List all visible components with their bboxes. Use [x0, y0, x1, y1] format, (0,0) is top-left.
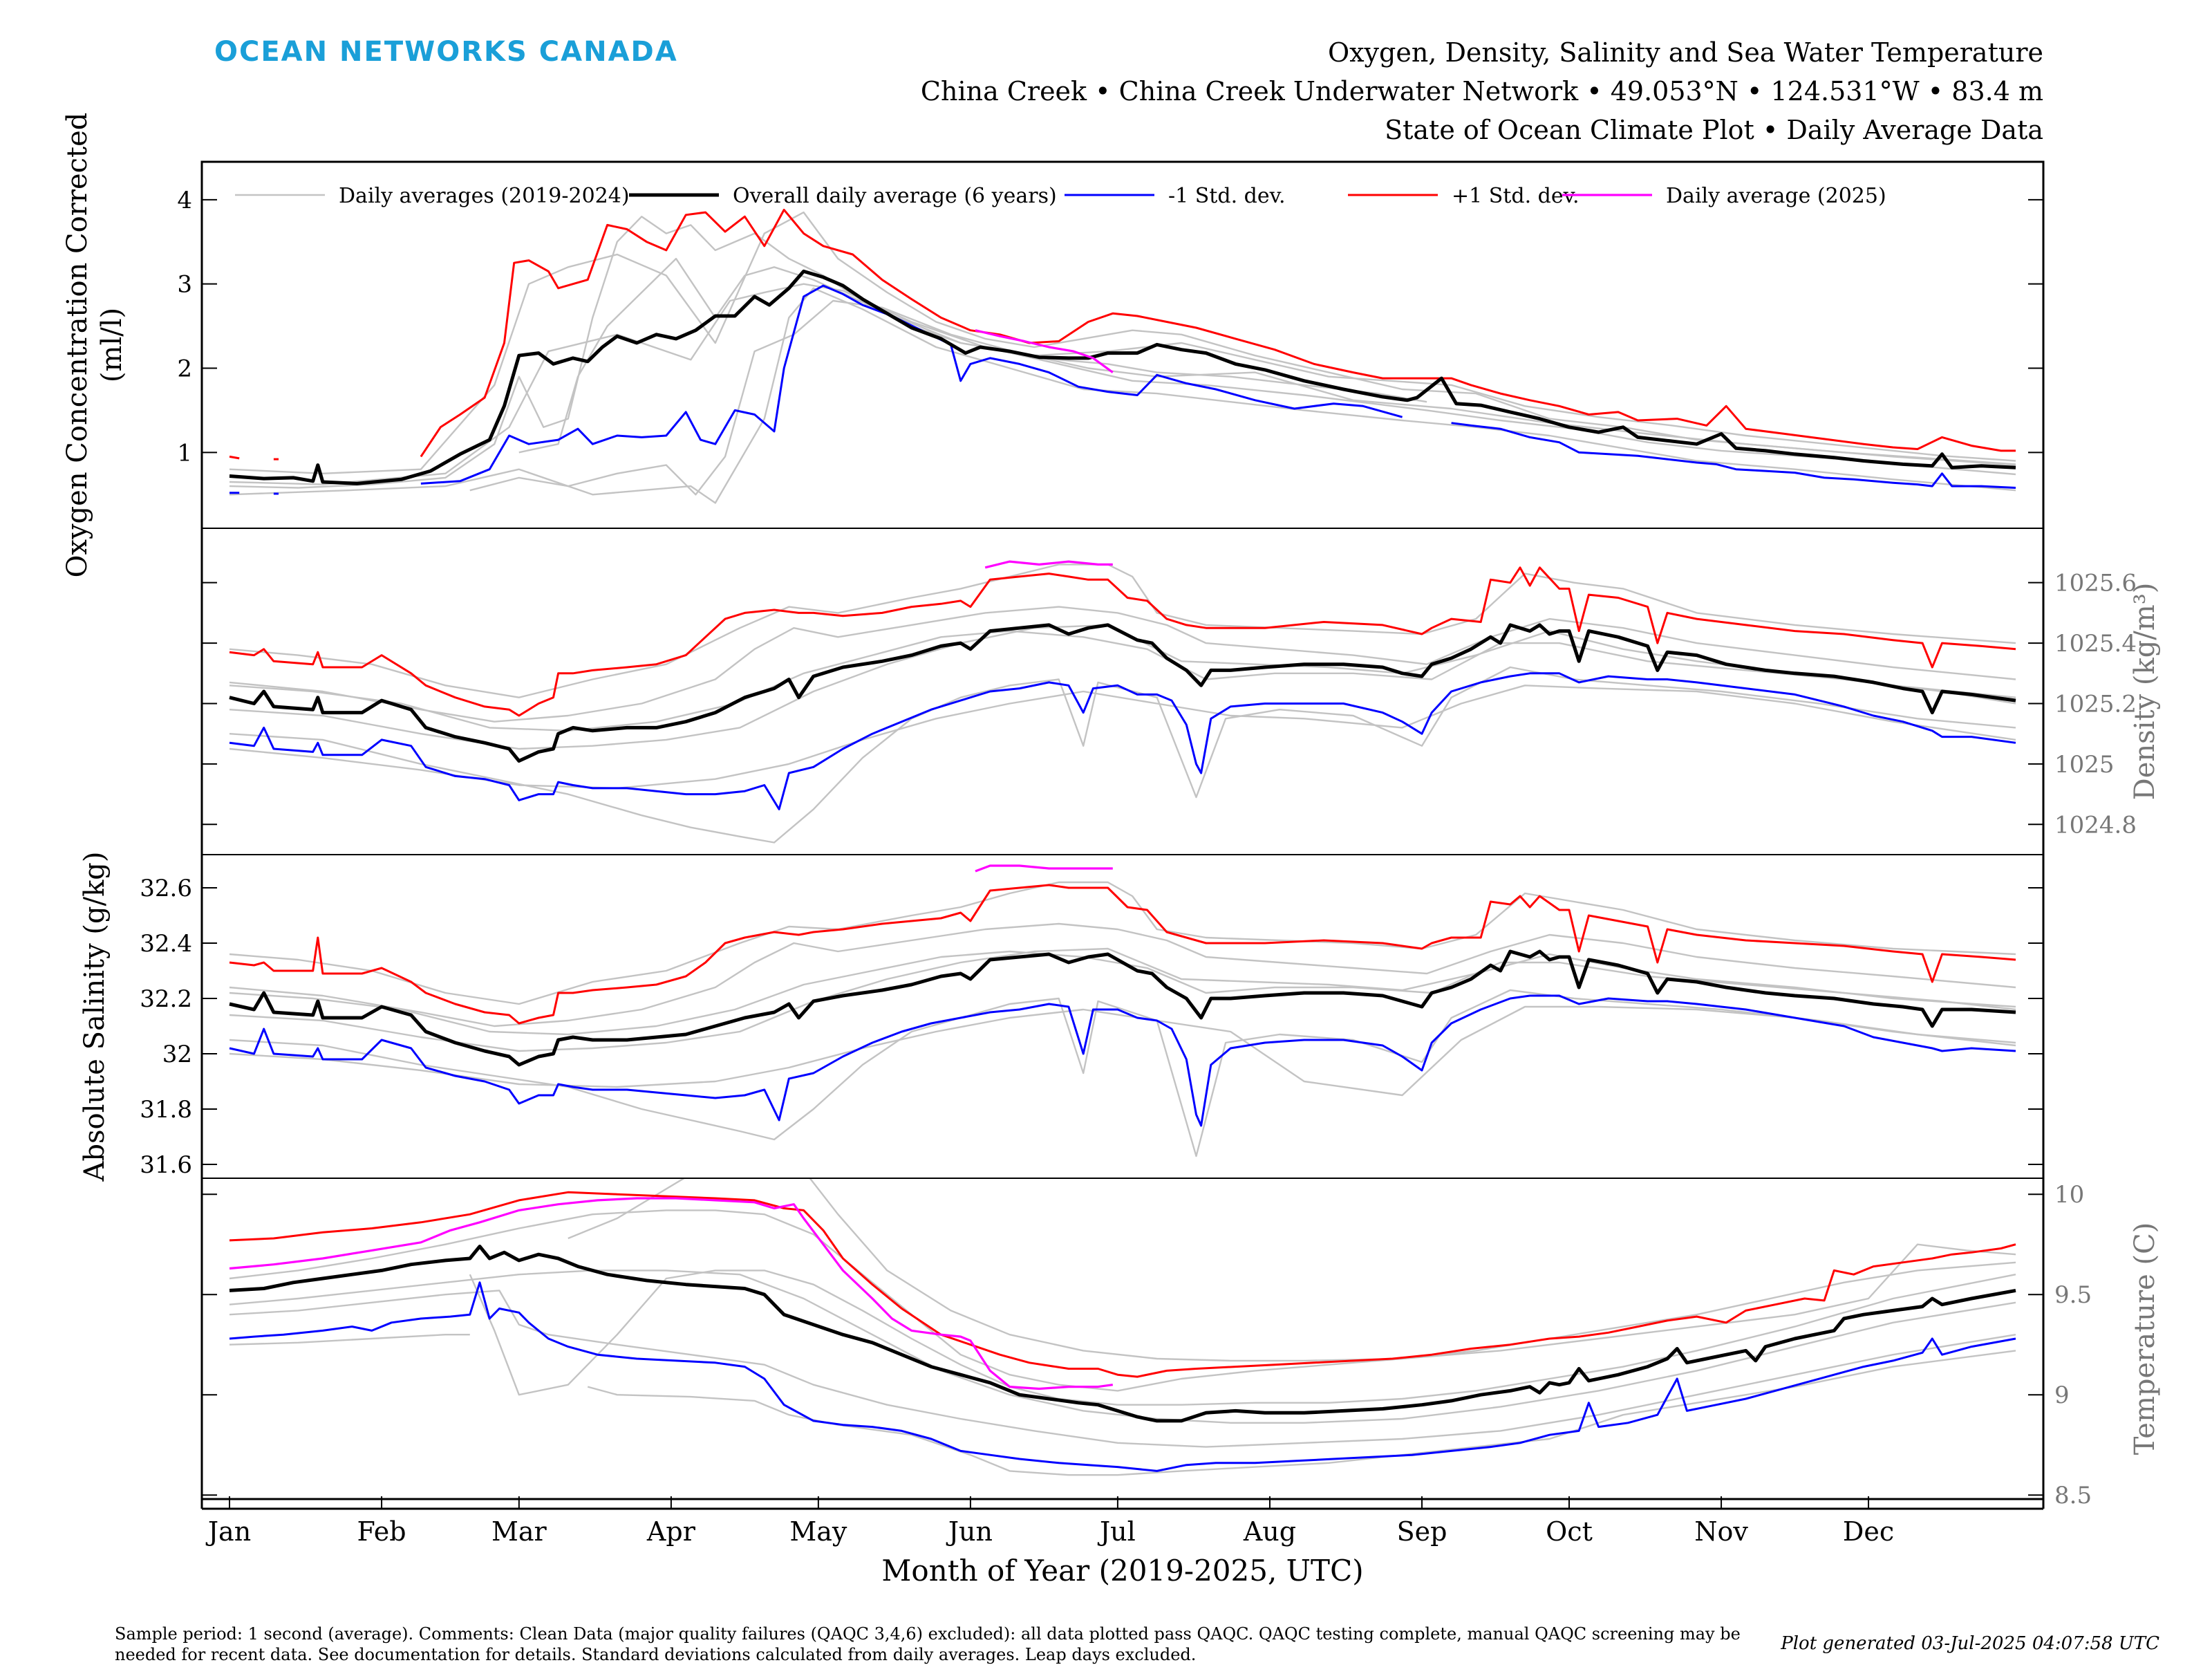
series-current-line: [975, 329, 1114, 373]
chart-subtitle-type: State of Ocean Climate Plot • Daily Aver…: [1385, 115, 2043, 145]
series-history-line: [568, 1178, 2016, 1362]
series-history-line: [229, 1209, 2016, 1392]
plot-border: [200, 160, 2045, 1500]
series-history-line: [229, 1290, 2016, 1448]
x-tick-label: May: [789, 1516, 847, 1547]
x-tick-label: Dec: [1843, 1516, 1894, 1547]
y-tick-label: 1025: [2054, 751, 2115, 779]
y-tick-label: 32: [162, 1041, 192, 1068]
legend-label-current: Daily average (2025): [1666, 184, 1886, 208]
chart-title: Oxygen, Density, Salinity and Sea Water …: [1327, 37, 2043, 68]
series-history-line: [229, 216, 1427, 489]
series-history-line: [469, 299, 2016, 496]
x-tick-label: Oct: [1546, 1516, 1593, 1547]
series-history-line: [229, 1005, 2016, 1097]
series-current-line: [975, 864, 1113, 873]
y-tick-label: 3: [177, 271, 192, 299]
series-plus-std-line: [229, 1191, 2016, 1378]
brand-logo: OCEAN NETWORKS CANADA: [214, 36, 678, 68]
panel-oxygen: 1 2 3 4 Oxygen Concentration Corrected (ml/l): [62, 113, 2043, 578]
series-mean-line: [229, 1245, 2016, 1423]
series-plus-std-line: [229, 884, 2016, 1025]
y-tick-label: 31.6: [140, 1151, 192, 1179]
plot-generated-timestamp: Plot generated 03-Jul-2025 04:07:58 UTC: [1781, 1633, 2159, 1654]
x-tick-label: Apr: [646, 1516, 696, 1547]
series-minus-std-line: [229, 994, 2016, 1127]
y-axis-label: Oxygen Concentration Corrected: [62, 113, 93, 578]
series-history-line: [229, 950, 2016, 1036]
series-mean-line: [229, 949, 2016, 1067]
y-axis-label: Absolute Salinity (g/kg): [79, 851, 111, 1182]
series-plus-std-line: [229, 566, 2016, 717]
legend-label-mean: Overall daily average (6 years): [733, 184, 1057, 208]
series-history-line: [469, 1269, 2016, 1406]
series-minus-std-line: [229, 284, 2016, 495]
x-tick-label: Nov: [1694, 1516, 1748, 1547]
series-minus-std-line: [229, 1281, 2016, 1472]
series-history-line: [229, 287, 2016, 504]
y-axis-label: Density (kg/m³): [2129, 583, 2161, 801]
x-tick-label: Feb: [357, 1516, 406, 1547]
panel-salinity: 31.6 31.8 32 32.2 32.4 32.6 Absolute Salinity …: [79, 851, 2043, 1182]
y-tick-label: 1025.6: [2054, 570, 2137, 597]
series-history-line: [229, 630, 2016, 732]
legend-label-history: Daily averages (2019-2024): [339, 184, 630, 208]
y-tick-label: 1: [177, 439, 192, 467]
series-history-line: [229, 881, 2016, 1005]
y-tick-label: 1025.4: [2054, 630, 2137, 658]
panel-temperature: 8.5 9 9.5 10 Temperature (C): [202, 1178, 2161, 1509]
y-tick-label: 1024.8: [2054, 811, 2137, 839]
series-history-line: [229, 211, 2016, 474]
legend: Daily averages (2019-2024) Overall daily …: [235, 184, 1886, 208]
series-mean-line: [229, 269, 2016, 485]
y-tick-label: 9.5: [2054, 1281, 2092, 1309]
series-group: [229, 560, 2016, 844]
series-history-line: [518, 257, 2016, 462]
x-tick-label: Jan: [205, 1516, 251, 1547]
footer-note: Sample period: 1 second (average). Comme…: [115, 1624, 1741, 1664]
series-current-line: [984, 560, 1113, 569]
x-tick-label: Sep: [1397, 1516, 1447, 1547]
y-tick-label: 10: [2054, 1181, 2084, 1209]
y-tick-label: 9: [2054, 1382, 2070, 1409]
series-group: [229, 1178, 2016, 1476]
x-tick-label: Mar: [491, 1516, 547, 1547]
series-group: [229, 208, 2016, 504]
series-history-line: [229, 606, 2016, 723]
x-tick-label: Aug: [1243, 1516, 1296, 1547]
series-plus-std-line: [229, 208, 2016, 461]
y-tick-label: 32.6: [140, 875, 192, 902]
series-history-line: [229, 989, 2016, 1157]
series-group: [229, 864, 2016, 1157]
legend-label-minus_std: -1 Std. dev.: [1168, 184, 1286, 208]
y-tick-label: 8.5: [2054, 1482, 2092, 1509]
chart-subtitle-location: China Creek • China Creek Underwater Net…: [920, 76, 2043, 106]
series-current-line: [229, 1197, 1114, 1390]
legend-label-plus_std: +1 Std. dev.: [1452, 184, 1580, 208]
y-axis-label: Temperature (C): [2129, 1222, 2161, 1455]
x-tick-label: Jun: [946, 1516, 993, 1547]
series-history-line: [229, 685, 2016, 790]
y-axis-label: (ml/l): [96, 308, 128, 382]
series-mean-line: [229, 623, 2016, 763]
y-tick-label: 1025.2: [2054, 690, 2137, 718]
y-tick-label: 32.2: [140, 985, 192, 1013]
y-tick-label: 4: [177, 187, 192, 214]
series-history-line: [229, 922, 2016, 1027]
series-history-line: [229, 947, 2016, 1052]
series-history-line: [229, 1269, 2016, 1424]
series-minus-std-line: [229, 672, 2016, 810]
y-tick-label: 2: [177, 355, 192, 383]
y-tick-label: 32.4: [140, 930, 192, 958]
x-tick-label: Jul: [1097, 1516, 1136, 1547]
x-axis-label: Month of Year (2019-2025, UTC): [881, 1554, 1363, 1588]
y-tick-label: 31.8: [140, 1096, 192, 1124]
